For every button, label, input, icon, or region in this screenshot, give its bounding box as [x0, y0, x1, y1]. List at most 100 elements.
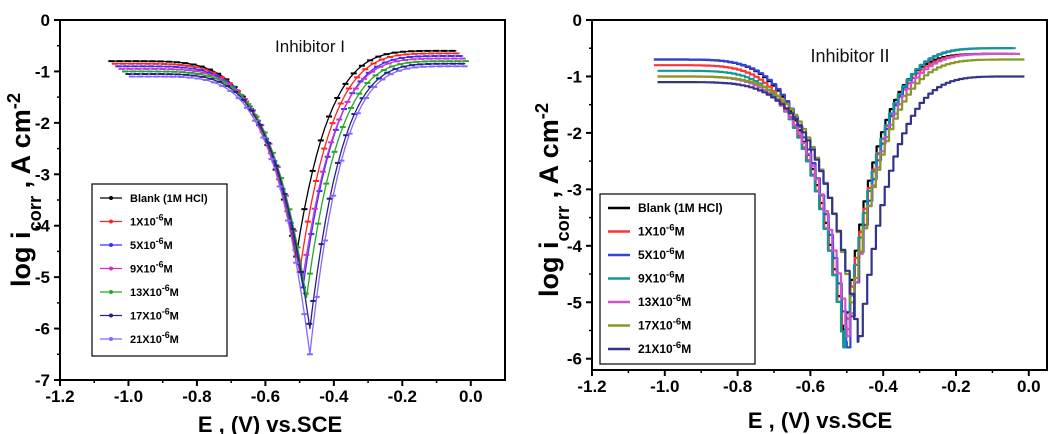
x-tick-label: 0.0	[1017, 377, 1041, 396]
y-axis-title: log icorr , A cm-2	[3, 93, 45, 287]
legend-label-1: Blank (1M HCl)	[130, 193, 208, 205]
series-line-6	[657, 58, 1025, 304]
y-tick-label: -1	[567, 67, 582, 86]
legend-label-4: 9X10-6M	[638, 269, 685, 286]
series-line-7	[657, 75, 1025, 343]
legend-label-main: 13X10	[638, 295, 673, 309]
legend-label-5: 13X10-6M	[638, 293, 691, 310]
legend-label-sup: -6	[666, 246, 675, 257]
legend-label-7: 21X10-6M	[638, 340, 691, 357]
legend-label-main: Blank (1M HCl)	[638, 201, 723, 215]
series-line-4	[657, 47, 1016, 349]
chart-panel-2: -1.2 -1.0 -0.8 -0.6 -0.4 -0.2 0.0 0 -1 -2 -3 -4 -5 -6…	[531, 11, 1048, 433]
legend-marker-4	[109, 266, 113, 271]
y-axis-title-sup: -2	[3, 93, 24, 109]
series-group	[653, 47, 1025, 349]
y-tick-label: -5	[35, 268, 50, 287]
legend-label-sup: -6	[673, 293, 682, 304]
x-tick-label: -1.2	[577, 377, 606, 396]
legend-label-sup: -6	[673, 316, 682, 327]
series-markers-6	[125, 62, 465, 325]
x-tick-label: -1.0	[114, 387, 143, 406]
x-tick-label: -1.2	[45, 387, 74, 406]
plot-frame	[591, 19, 1048, 371]
legend-label-tail: M	[164, 217, 173, 229]
legend-label-main: 21X10	[130, 334, 162, 346]
legend-marker-7	[109, 337, 113, 341]
y-axis-title-main: log i	[534, 242, 564, 298]
chart-title: Inhibitor II	[810, 46, 889, 66]
y-tick-label: -3	[35, 165, 50, 184]
legend-label-tail: M	[170, 287, 179, 299]
y-tick-label: 0	[41, 11, 50, 30]
legend-label-main: 9X10	[130, 264, 156, 276]
legend-label-main: 1X10	[130, 217, 156, 229]
legend-box	[91, 183, 228, 357]
legend-label-main: 5X10	[130, 240, 156, 252]
legend-marker-5	[109, 290, 113, 294]
y-tick-label: -6	[35, 320, 50, 339]
legend-label-sup: -6	[162, 330, 170, 340]
legend-label-tail: M	[675, 248, 685, 262]
y-tick-label: -2	[567, 124, 582, 143]
legend-label-main: 21X10	[638, 342, 673, 356]
y-axis-title: log icorr , A cm-2	[531, 103, 573, 297]
legend-label-5: 13X10-6M	[130, 283, 179, 299]
series-markers-1	[108, 49, 456, 258]
legend-marker-3	[109, 243, 113, 247]
legend-label-2: 1X10-6M	[130, 213, 173, 229]
legend-label-sup: -6	[162, 307, 170, 317]
legend-label-6: 17X10-6M	[130, 307, 179, 323]
x-tick-label: -0.8	[182, 387, 211, 406]
legend-label-3: 5X10-6M	[130, 236, 173, 252]
y-tick-label: -5	[567, 293, 582, 312]
y-axis-title-tail: , A cm	[6, 109, 36, 196]
y-tick-label: -1	[35, 62, 50, 81]
legend-label-tail: M	[164, 264, 173, 276]
legend-label-main: 17X10	[130, 311, 162, 323]
y-axis-title-sub: corr	[552, 206, 573, 242]
legend-label-tail: M	[681, 319, 691, 333]
y-axis-title-main: log i	[6, 232, 36, 288]
legend-label-1: Blank (1M HCl)	[638, 201, 723, 215]
legend-label-main: 1X10	[638, 225, 666, 239]
x-tick-label: -0.6	[251, 387, 280, 406]
legend: Blank (1M HCl)1X10-6M5X10-6M9X10-6M13X10…	[599, 193, 756, 365]
x-tick-label: -0.2	[388, 387, 417, 406]
legend-marker-2	[109, 219, 113, 224]
legend-label-main: 17X10	[638, 319, 673, 333]
legend-label-main: 9X10	[638, 272, 666, 286]
x-tick-label: -0.4	[319, 387, 349, 406]
legend-marker-6	[109, 313, 113, 318]
series-group	[108, 49, 469, 356]
y-tick-label: -6	[567, 350, 582, 369]
x-tick-label: -1.0	[650, 377, 679, 396]
legend-label-7: 21X10-6M	[130, 330, 179, 346]
y-axis-title-sub: corr	[24, 196, 45, 232]
legend-label-tail: M	[170, 334, 179, 346]
y-tick-label: -2	[35, 114, 50, 133]
legend-label-sup: -6	[666, 222, 675, 233]
series-markers-5	[122, 60, 469, 295]
y-tick-label: -4	[567, 237, 583, 256]
legend-label-sup: -6	[156, 213, 164, 223]
legend-label-main: Blank (1M HCl)	[130, 193, 208, 205]
legend-label-main: 13X10	[130, 287, 162, 299]
x-tick-label: 0.0	[459, 387, 483, 406]
x-tick-label: -0.4	[869, 377, 899, 396]
x-axis-title: E , (V) vs.SCE	[748, 408, 892, 433]
series-markers-7	[128, 65, 468, 356]
x-axis-title: E , (V) vs.SCE	[198, 412, 342, 434]
y-tick-label: 0	[573, 11, 582, 30]
legend-label-tail: M	[681, 295, 691, 309]
legend-label-tail: M	[681, 342, 691, 356]
legend: Blank (1M HCl)1X10-6M5X10-6M9X10-6M13X10…	[91, 183, 228, 357]
y-tick-label: -4	[35, 217, 51, 236]
legend-label-tail: M	[170, 311, 179, 323]
legend-label-2: 1X10-6M	[638, 222, 685, 239]
legend-label-tail: M	[164, 240, 173, 252]
legend-label-sup: -6	[162, 283, 170, 293]
x-tick-label: -0.6	[796, 377, 825, 396]
legend-label-6: 17X10-6M	[638, 316, 691, 333]
chart-panel-1: -1.2 -1.0 -0.8 -0.6 -0.4 -0.2 0.0 0 -1 -2 -3 -4 -5 -6…	[3, 11, 506, 434]
